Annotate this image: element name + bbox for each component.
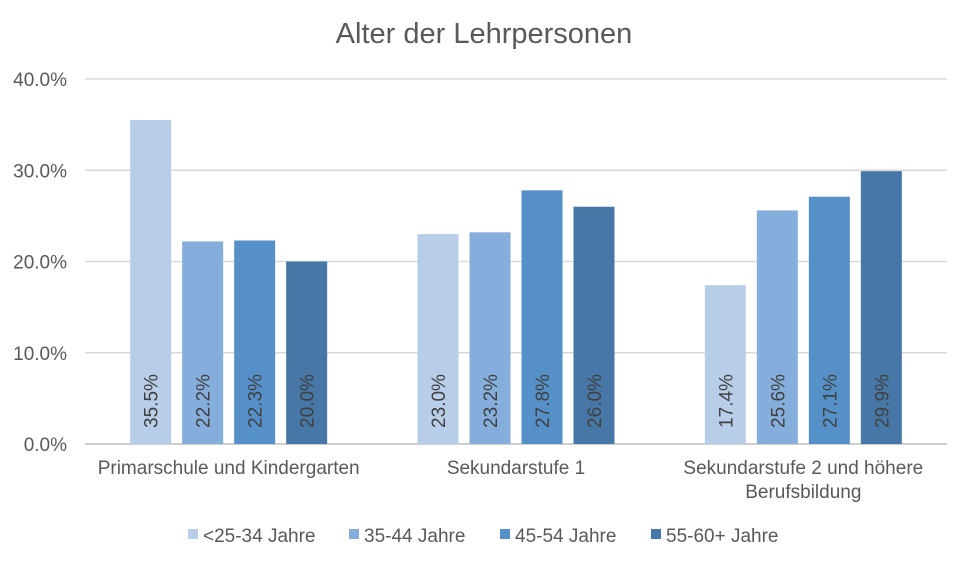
y-tick-label: 20.0% [13, 253, 67, 274]
data-labels: 35.5% 22.2% 22.3% 20.0% 23.0% 23.2% 27.8% 26.0%… [142, 374, 894, 428]
legend: <25-34 Jahre 35-44 Jahre 45-54 Jahre 55-60+… [188, 526, 779, 547]
data-label: 26.0% [585, 374, 606, 428]
data-label: 22.2% [194, 374, 215, 428]
bar [469, 232, 511, 444]
chart-title: Alter der Lehrpersonen [336, 18, 633, 50]
bar [286, 261, 328, 444]
legend-swatch [500, 529, 510, 539]
data-label: 23.2% [481, 374, 502, 428]
y-axis-ticks: 0.0% 10.0% 20.0% 30.0% 40.0% [13, 70, 67, 456]
x-axis-categories: Primarschule und Kindergarten Sekundarstu… [98, 458, 924, 503]
category-label: Sekundarstufe 1 [447, 458, 585, 479]
bar [182, 241, 224, 444]
legend-label: <25-34 Jahre [203, 526, 316, 547]
data-label: 35.5% [142, 374, 163, 428]
y-tick-label: 0.0% [24, 435, 67, 456]
data-label: 29.9% [872, 374, 893, 428]
data-label: 25.6% [768, 374, 789, 428]
legend-swatch [349, 529, 359, 539]
y-tick-label: 40.0% [13, 70, 67, 91]
legend-label: 55-60+ Jahre [666, 526, 779, 547]
bar [573, 206, 615, 444]
bar [521, 190, 563, 444]
legend-item: <25-34 Jahre [188, 526, 316, 547]
category-label: Berufsbildung [745, 482, 861, 503]
bar [130, 120, 172, 444]
gridlines [85, 78, 947, 445]
legend-item: 45-54 Jahre [500, 526, 616, 547]
category-label: Primarschule und Kindergarten [98, 458, 360, 479]
legend-swatch [188, 529, 198, 539]
legend-label: 45-54 Jahre [515, 526, 616, 547]
data-label: 20.0% [298, 374, 319, 428]
bar [704, 285, 746, 444]
bars [130, 120, 902, 444]
data-label: 17.4% [716, 374, 737, 428]
data-label: 27.1% [820, 374, 841, 428]
data-label: 27.8% [533, 374, 554, 428]
legend-item: 55-60+ Jahre [651, 526, 779, 547]
bar [234, 240, 276, 444]
bar [808, 196, 850, 444]
bar [417, 234, 459, 444]
y-tick-label: 10.0% [13, 344, 67, 365]
data-label: 23.0% [429, 374, 450, 428]
data-label: 22.3% [246, 374, 267, 428]
bar [756, 210, 798, 444]
legend-item: 35-44 Jahre [349, 526, 465, 547]
bar [860, 171, 902, 444]
legend-swatch [651, 529, 661, 539]
category-label: Sekundarstufe 2 und höhere [683, 458, 923, 479]
y-tick-label: 30.0% [13, 161, 67, 182]
legend-label: 35-44 Jahre [364, 526, 465, 547]
